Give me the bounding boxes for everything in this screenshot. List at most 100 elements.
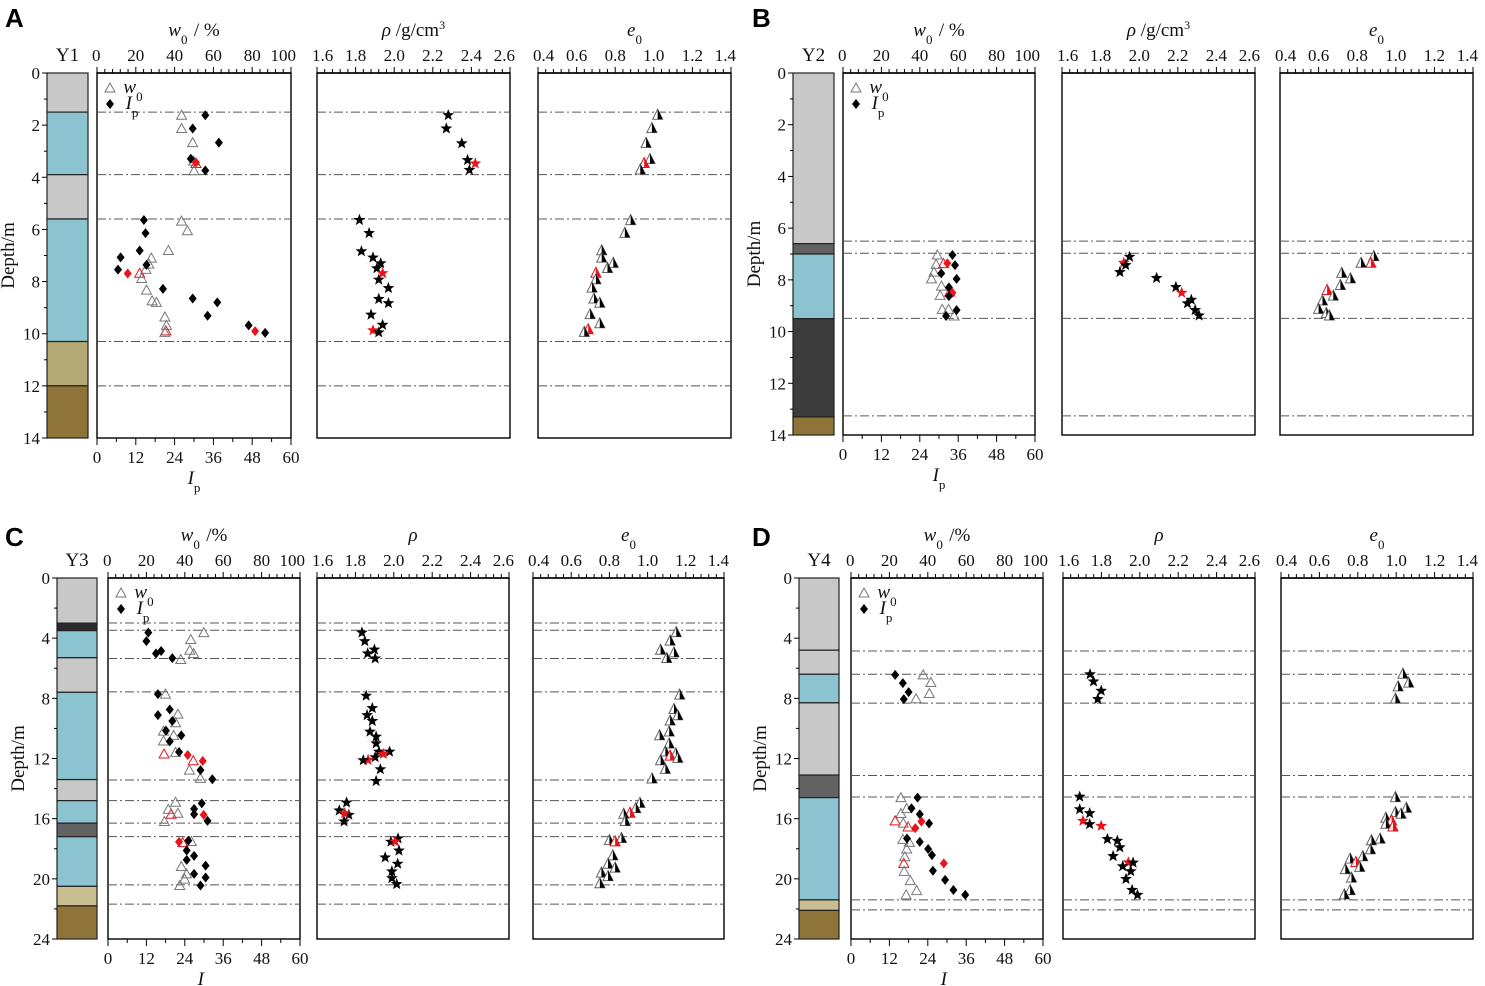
ip-point — [168, 653, 177, 664]
ip-point — [158, 283, 167, 294]
w0-point — [162, 803, 175, 814]
density-point — [442, 109, 455, 121]
void-ratio-point — [668, 645, 680, 658]
density-point — [1122, 856, 1135, 868]
marker-fill — [595, 273, 601, 284]
depth-tick-label: 0 — [32, 64, 41, 83]
plot-title: e0 — [627, 20, 642, 47]
lithology-layer — [792, 253, 835, 320]
ip-point — [952, 273, 961, 284]
lithology-layer — [46, 385, 89, 439]
bottom-axis-label: Ip — [940, 969, 954, 986]
ip-point — [917, 816, 926, 827]
density-point — [386, 872, 398, 884]
lithology-layer — [46, 72, 89, 113]
depth-tick-label: 20 — [775, 870, 792, 889]
title-unit: / % — [187, 20, 219, 41]
lithology-layer — [56, 836, 98, 887]
tick-label: 60 — [950, 46, 967, 65]
density-point — [368, 643, 381, 655]
density-point — [1181, 297, 1194, 309]
density-point — [364, 725, 376, 737]
tick-label: 40 — [911, 46, 928, 65]
marker-fill — [630, 807, 636, 818]
density-point — [1117, 256, 1130, 268]
tick-label: 0.4 — [528, 551, 550, 570]
density-point — [372, 273, 385, 285]
ip-point — [251, 326, 260, 337]
plot-title: ρ /g/cm3 — [381, 18, 445, 41]
plot-title: ρ — [1153, 525, 1163, 546]
density-point — [1175, 286, 1188, 298]
plot-title: w0 / % — [913, 20, 965, 47]
lithology-layer — [56, 905, 98, 940]
density-point — [379, 851, 392, 863]
panel-letter: C — [5, 522, 24, 552]
tick-label: 24 — [166, 448, 184, 467]
tick-label: 20 — [873, 46, 890, 65]
depth-tick-label: 24 — [33, 930, 51, 949]
tick-label: 100 — [1015, 46, 1041, 65]
void-ratio-point — [578, 325, 591, 337]
bottom-axis-ip: 0 12 24 36 48 60 Ip — [847, 939, 1052, 986]
density-point — [440, 122, 453, 134]
w0-point — [917, 668, 930, 680]
density-point — [370, 737, 382, 749]
density-point — [390, 877, 403, 890]
marker-fill — [1350, 272, 1356, 283]
lithology-layer — [56, 885, 98, 907]
marker-fill — [1385, 818, 1391, 829]
density-point — [382, 297, 395, 309]
void-ratio-point — [651, 108, 664, 120]
legend-marker-w0 — [858, 586, 870, 598]
title-var: ρ — [1126, 20, 1136, 41]
marker-fill — [601, 252, 607, 263]
lithology-layer — [56, 800, 98, 824]
w0-point — [895, 791, 907, 803]
title-var: w — [181, 525, 194, 546]
void-ratio-point — [594, 876, 606, 889]
tick-label: 36 — [205, 448, 222, 467]
void-ratio-point — [1335, 266, 1348, 278]
w0-point — [187, 647, 200, 659]
void-ratio-point — [663, 724, 675, 737]
depth-tick-label: 10 — [769, 323, 786, 342]
density-point — [361, 709, 373, 721]
density-point — [369, 652, 382, 664]
marker-fill — [590, 308, 596, 319]
marker-fill — [1329, 310, 1335, 321]
legend-marker-ip — [117, 604, 125, 614]
density-point — [386, 865, 398, 877]
panel-letter: B — [752, 3, 771, 33]
tick-label: 100 — [1023, 551, 1049, 570]
w0-point — [910, 884, 923, 896]
void-ratio-point — [609, 834, 621, 847]
marker-fill — [669, 738, 675, 749]
void-ratio-point — [595, 250, 608, 263]
marker-fill — [1380, 833, 1386, 844]
w0-point — [175, 122, 188, 134]
tick-label: 0.8 — [605, 46, 626, 65]
w0-point — [183, 764, 196, 775]
tick-label: 0 — [104, 949, 113, 968]
tick-label: 1.6 — [1057, 46, 1078, 65]
plot-frame — [1280, 577, 1474, 940]
w0-point — [928, 266, 940, 277]
ip-point — [165, 736, 174, 747]
w0-point — [140, 284, 153, 295]
legend-marker-ip — [106, 99, 114, 109]
legend-marker-w0 — [850, 81, 862, 93]
void-ratio-point — [601, 261, 614, 274]
title-sub: p — [878, 105, 885, 120]
tick-label: 48 — [253, 949, 270, 968]
marker-fill — [635, 802, 641, 813]
plot-frame — [316, 72, 511, 439]
ip-point — [188, 123, 197, 134]
depth-tick-label: 2 — [778, 116, 787, 135]
lithology-column: Y2 0 2 4 6 8 10 12 14 Depth/m — [744, 45, 835, 445]
w0-point — [897, 817, 910, 828]
marker-fill — [673, 646, 679, 657]
lithology-layer — [46, 340, 89, 387]
void-ratio-point — [1380, 817, 1392, 829]
